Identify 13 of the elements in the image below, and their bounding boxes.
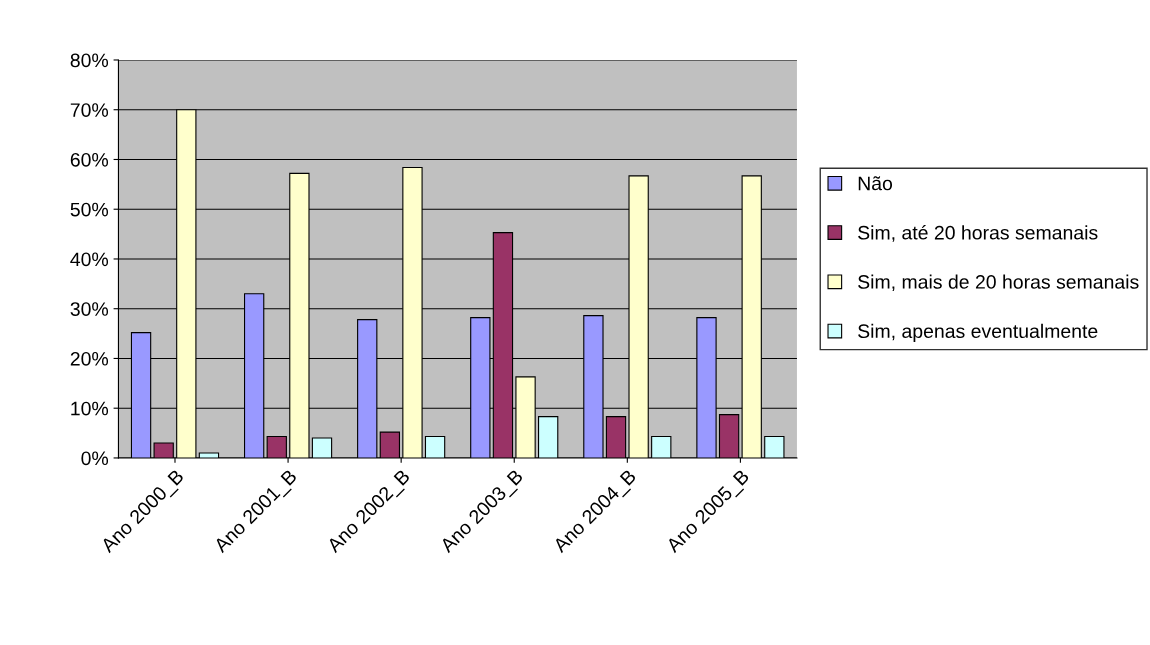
y-tick-label: 40% [70, 252, 109, 267]
y-tick-label: 30% [70, 302, 109, 316]
legend-label: Sim, apenas eventualmente [858, 323, 1098, 342]
y-tick-label: 10% [71, 401, 109, 416]
legend-label: Sim, até 20 horas semanais [858, 225, 1098, 242]
y-tick-label: 60% [70, 152, 109, 167]
y-tick-label: 20% [70, 351, 109, 366]
legend-label: Sim, mais de 20 horas semanais [858, 274, 1139, 292]
y-tick-label: 50% [70, 202, 109, 217]
y-tick-label: 70% [70, 103, 109, 117]
y-tick-label: 80% [70, 53, 109, 68]
y-tick-label: 0% [81, 451, 109, 466]
legend-label: Não [858, 176, 893, 191]
